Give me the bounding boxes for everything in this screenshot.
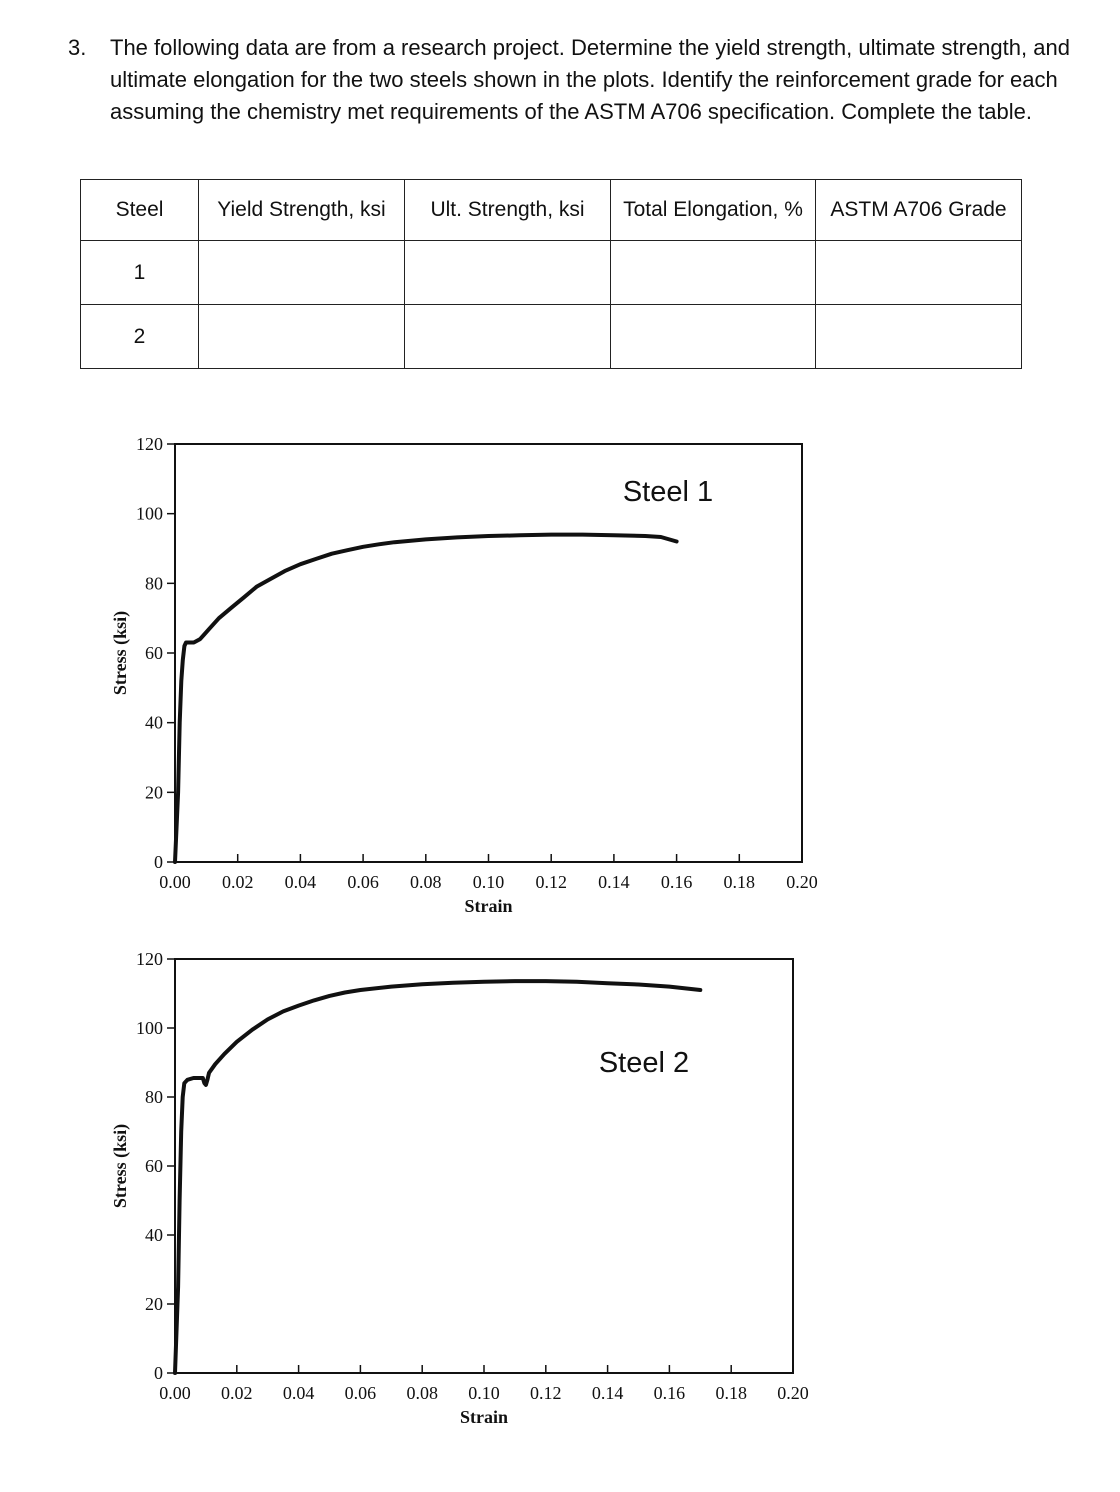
x-tick-label: 0.10 <box>468 1383 500 1403</box>
y-tick-label: 80 <box>145 1087 163 1107</box>
x-tick-label: 0.08 <box>406 1383 438 1403</box>
x-tick-label: 0.00 <box>159 872 191 892</box>
y-tick-label: 120 <box>136 434 163 454</box>
x-tick-label: 0.08 <box>410 872 442 892</box>
header-total-elongation: Total Elongation, % <box>610 179 816 241</box>
x-tick-label: 0.14 <box>598 872 630 892</box>
y-tick-label: 80 <box>145 573 163 593</box>
table-row: 2 <box>80 304 1022 369</box>
y-tick-label: 20 <box>145 782 163 802</box>
x-tick-label: 0.10 <box>473 872 505 892</box>
x-tick-label: 0.06 <box>347 872 379 892</box>
x-tick-label: 0.14 <box>592 1383 624 1403</box>
x-tick-label: 0.02 <box>222 872 254 892</box>
y-tick-label: 40 <box>145 713 163 733</box>
cell-steel: 2 <box>80 304 199 369</box>
question-text: The following data are from a research p… <box>110 35 1070 124</box>
x-tick-label: 0.04 <box>283 1383 315 1403</box>
y-tick-label: 100 <box>136 1018 163 1038</box>
y-tick-label: 20 <box>145 1294 163 1314</box>
y-tick-label: 100 <box>136 504 163 524</box>
cell-ult-strength[interactable] <box>404 240 611 305</box>
cell-steel: 1 <box>80 240 199 305</box>
x-axis-title: Strain <box>460 1407 508 1427</box>
cell-yield-strength[interactable] <box>198 240 405 305</box>
x-tick-label: 0.20 <box>777 1383 809 1403</box>
y-tick-label: 60 <box>145 643 163 663</box>
x-tick-label: 0.12 <box>535 872 567 892</box>
cell-total-elongation[interactable] <box>610 304 816 369</box>
x-tick-label: 0.20 <box>786 872 818 892</box>
x-tick-label: 0.16 <box>661 872 693 892</box>
steel-1-chart: 0.00 0.02 0.04 0.06 0.08 0.10 0.12 0.14 0.16 0.18… <box>110 434 818 916</box>
cell-astm-grade[interactable] <box>815 240 1022 305</box>
cell-ult-strength[interactable] <box>404 304 611 369</box>
header-ult-strength: Ult. Strength, ksi <box>404 179 611 241</box>
y-tick-label: 120 <box>136 949 163 969</box>
y-tick-label: 60 <box>145 1156 163 1176</box>
steel-1-plot: 0.00 0.02 0.04 0.06 0.08 0.10 0.12 0.14 0.16 0.18… <box>100 425 840 935</box>
cell-astm-grade[interactable] <box>815 304 1022 369</box>
header-yield-strength: Yield Strength, ksi <box>198 179 405 241</box>
x-tick-label: 0.16 <box>654 1383 686 1403</box>
steel-2-plot: 0.00 0.02 0.04 0.06 0.08 0.10 0.12 0.14 0.16 0.18… <box>100 940 840 1450</box>
x-tick-label: 0.06 <box>345 1383 377 1403</box>
table-row: 1 <box>80 240 1022 305</box>
x-tick-label: 0.12 <box>530 1383 562 1403</box>
header-astm-grade: ASTM A706 Grade <box>815 179 1022 241</box>
x-tick-label: 0.02 <box>221 1383 253 1403</box>
x-tick-label: 0.04 <box>285 872 317 892</box>
table-header-row: Steel Yield Strength, ksi Ult. Strength,… <box>80 179 1022 241</box>
y-axis-title: Stress (ksi) <box>110 611 131 695</box>
x-tick-label: 0.00 <box>159 1383 191 1403</box>
stress-strain-curve <box>173 979 703 1375</box>
y-tick-label: 0 <box>154 852 163 872</box>
cell-total-elongation[interactable] <box>610 240 816 305</box>
x-tick-label: 0.18 <box>715 1383 747 1403</box>
cell-yield-strength[interactable] <box>198 304 405 369</box>
header-steel: Steel <box>80 179 199 241</box>
question-number: 3. <box>68 35 87 60</box>
stress-strain-curve <box>173 532 679 864</box>
y-tick-label: 0 <box>154 1363 163 1383</box>
series-label: Steel 1 <box>623 476 713 508</box>
x-axis-title: Strain <box>464 896 512 916</box>
series-label: Steel 2 <box>599 1047 689 1079</box>
x-tick-label: 0.18 <box>724 872 756 892</box>
answer-table: Steel Yield Strength, ksi Ult. Strength,… <box>80 179 1022 369</box>
y-tick-label: 40 <box>145 1225 163 1245</box>
y-axis-title: Stress (ksi) <box>110 1124 131 1208</box>
steel-2-chart: 0.00 0.02 0.04 0.06 0.08 0.10 0.12 0.14 0.16 0.18… <box>110 949 809 1427</box>
